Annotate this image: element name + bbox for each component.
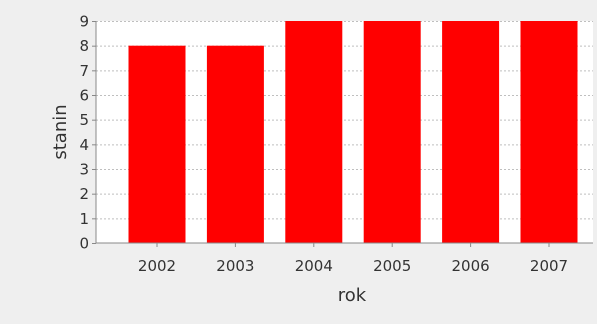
y-axis-ticks: 0 1 2 3 4 5 6 7 8 9 bbox=[79, 13, 96, 253]
x-tick-label: 2004 bbox=[295, 257, 333, 275]
bars bbox=[128, 21, 578, 244]
gridlines bbox=[96, 21, 593, 220]
bar-2005 bbox=[363, 21, 421, 243]
x-axis-ticks: 2002 2003 2004 2005 2006 2007 bbox=[138, 243, 568, 275]
bar-2002 bbox=[128, 45, 186, 244]
y-tick-label: 3 bbox=[79, 161, 89, 179]
x-tick-label: 2002 bbox=[138, 257, 176, 275]
y-tick-label: 7 bbox=[79, 62, 89, 80]
x-tick-label: 2003 bbox=[216, 257, 254, 275]
x-tick-label: 2007 bbox=[530, 257, 568, 275]
bar-2006 bbox=[442, 21, 500, 243]
y-tick-label: 6 bbox=[79, 87, 89, 105]
bar-2004 bbox=[285, 21, 343, 243]
y-axis-title: stanin bbox=[50, 104, 71, 159]
y-tick-label: 5 bbox=[79, 111, 89, 129]
bar-2003 bbox=[206, 45, 264, 244]
x-axis-title: rok bbox=[338, 285, 367, 306]
x-tick-label: 2005 bbox=[373, 257, 411, 275]
y-tick-label: 4 bbox=[79, 136, 89, 154]
y-tick-label: 0 bbox=[79, 235, 89, 253]
y-tick-label: 8 bbox=[79, 37, 89, 55]
y-tick-label: 2 bbox=[79, 185, 89, 203]
x-tick-label: 2006 bbox=[452, 257, 490, 275]
y-tick-label: 9 bbox=[79, 13, 89, 31]
bar-2007 bbox=[520, 21, 578, 243]
y-tick-label: 1 bbox=[79, 210, 89, 228]
